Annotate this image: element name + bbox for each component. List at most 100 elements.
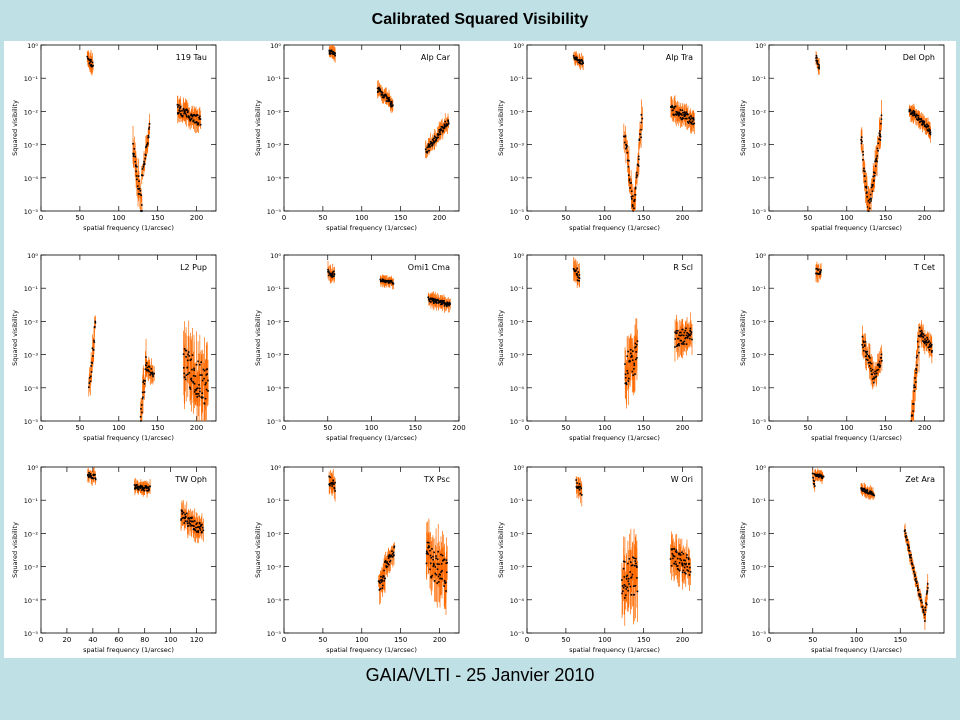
data-point [877, 368, 880, 371]
y-tick-label: 10⁻⁵ [752, 418, 767, 426]
data-point [134, 155, 136, 158]
data-point [204, 383, 207, 386]
data-point [676, 332, 678, 334]
data-point [625, 143, 627, 146]
data-point [865, 351, 868, 354]
data-point [878, 363, 881, 366]
data-points [427, 296, 452, 308]
data-point [333, 487, 336, 490]
plot-panel: 10⁰ 10⁻¹ 10⁻² 10⁻³ 10⁻⁴ 10⁻⁵0 50 100 150 200 spati… [739, 42, 945, 232]
data-point [877, 149, 879, 152]
data-point [191, 115, 194, 118]
data-point [876, 147, 879, 150]
data-point [140, 404, 143, 406]
data-point [134, 164, 137, 166]
data-point [630, 576, 633, 578]
data-point [625, 146, 628, 149]
data-point [135, 170, 137, 173]
data-point [685, 117, 687, 120]
data-point [196, 530, 199, 533]
data-point [145, 485, 148, 487]
data-point [199, 115, 201, 118]
data-point [190, 113, 193, 116]
data-point [621, 585, 624, 587]
data-point [329, 484, 331, 487]
x-tick-label: 150 [394, 214, 407, 222]
data-points [383, 545, 396, 569]
plot-frame [283, 44, 460, 212]
data-point [677, 337, 680, 340]
data-point [143, 163, 146, 165]
data-point [632, 374, 635, 376]
data-point [94, 478, 97, 481]
y-tick-label: 10⁻⁵ [24, 208, 39, 216]
data-point [816, 56, 818, 59]
data-point [440, 563, 443, 565]
data-point [386, 280, 388, 283]
data-point [673, 562, 676, 565]
data-point [578, 483, 581, 485]
data-point [672, 554, 675, 557]
data-point [683, 113, 685, 116]
data-point [435, 300, 437, 303]
data-point [628, 361, 630, 363]
data-point [139, 210, 142, 212]
data-point [181, 115, 184, 117]
data-point [909, 555, 911, 558]
data-point [924, 125, 927, 128]
data-point [692, 123, 694, 126]
data-point [199, 118, 202, 120]
data-point [691, 338, 693, 341]
data-point [436, 137, 438, 139]
data-point [672, 109, 674, 112]
y-tick-label: 10⁰ [755, 42, 766, 50]
data-point [678, 562, 681, 564]
data-point [625, 383, 628, 386]
y-tick-label: 10⁻¹ [267, 75, 282, 83]
data-point [918, 335, 921, 338]
data-point [87, 58, 90, 61]
data-point [133, 148, 136, 150]
data-point [89, 61, 91, 64]
data-point [820, 476, 823, 478]
y-tick-label: 10⁻³ [24, 564, 39, 572]
data-point [819, 272, 821, 274]
data-point [389, 104, 392, 106]
data-point [426, 551, 429, 554]
data-point [820, 269, 822, 271]
data-point [387, 100, 389, 102]
data-point [431, 297, 434, 300]
data-point [926, 123, 928, 126]
y-tick-label: 10⁻⁵ [24, 630, 39, 638]
data-point [628, 178, 631, 181]
data-point [330, 481, 333, 484]
data-point [683, 340, 686, 343]
data-point [876, 160, 878, 163]
data-point [331, 273, 334, 276]
panel-title: L2 Pup [180, 263, 207, 272]
data-point [575, 57, 577, 60]
data-point [912, 403, 914, 405]
data-point [382, 94, 385, 97]
data-point [626, 574, 629, 577]
data-point [923, 120, 926, 123]
data-point [187, 517, 190, 519]
y-tick-label: 10⁻² [267, 108, 282, 116]
data-point [690, 122, 693, 125]
data-point [389, 281, 391, 284]
data-point [681, 562, 683, 565]
data-point [378, 86, 380, 89]
data-point [916, 580, 918, 583]
error-bars [141, 113, 150, 185]
data-point [864, 186, 867, 188]
data-point [443, 300, 445, 302]
y-tick-label: 10⁻¹ [752, 497, 767, 505]
data-point [145, 146, 147, 149]
data-point [880, 122, 882, 125]
data-point [628, 159, 630, 162]
data-point [146, 142, 149, 144]
data-point [626, 151, 629, 154]
y-tick-label: 10⁻⁴ [510, 175, 525, 183]
data-point [927, 125, 930, 128]
data-point [185, 356, 187, 358]
